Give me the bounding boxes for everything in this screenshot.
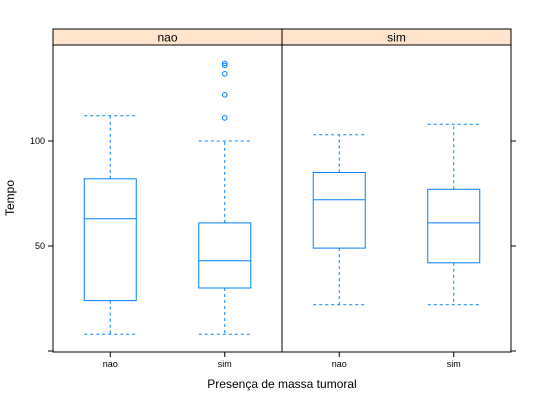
outlier-point: [221, 60, 228, 67]
x-tick-label: sim: [218, 359, 232, 369]
panels-group: nao nao sim sim nao sim 50 100: [30, 28, 516, 369]
outlier-point: [221, 62, 228, 69]
y-tick-label: 100: [30, 136, 45, 146]
x-tick-label: sim: [447, 359, 461, 369]
panel-0: nao nao sim: [52, 28, 283, 369]
outlier-point: [221, 71, 228, 77]
y-tick-label: 50: [35, 241, 45, 251]
iqr-box: [427, 188, 481, 264]
box-sim: [427, 123, 481, 306]
iqr-box: [198, 222, 252, 289]
outlier-point: [221, 115, 228, 121]
iqr-box: [312, 172, 366, 249]
panel-1: sim nao sim: [281, 28, 512, 369]
iqr-box: [83, 178, 137, 302]
box-nao: [312, 134, 366, 306]
outlier-point: [221, 92, 228, 98]
x-tick-label: nao: [103, 359, 118, 369]
y-axis-label: Tempo: [3, 180, 17, 216]
box-nao: [83, 115, 137, 335]
x-axis-label: Presença de massa tumoral: [207, 377, 356, 391]
strip-label: nao: [157, 31, 177, 45]
panel-frame: [281, 44, 512, 353]
strip-label: sim: [387, 31, 406, 45]
panel-frame: [52, 44, 283, 353]
x-tick-label: nao: [332, 359, 347, 369]
box-sim: [198, 60, 252, 335]
